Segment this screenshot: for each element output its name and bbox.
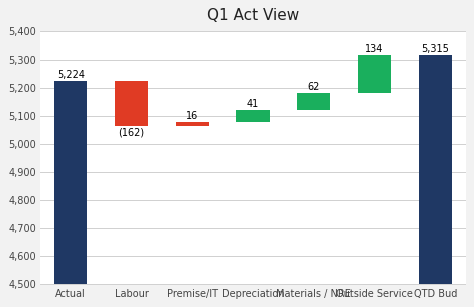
Text: 16: 16 (186, 111, 199, 121)
Text: 41: 41 (247, 99, 259, 109)
Text: (162): (162) (118, 128, 145, 138)
Bar (115, 81, 148, 126)
Bar (175, 122, 209, 126)
Bar (358, 55, 391, 93)
Text: 62: 62 (308, 82, 320, 92)
Bar (237, 111, 270, 122)
Bar (419, 55, 452, 285)
Text: 5,315: 5,315 (421, 44, 449, 54)
Title: Q1 Act View: Q1 Act View (207, 8, 299, 23)
Bar (54, 81, 88, 285)
Text: 134: 134 (365, 44, 384, 54)
Text: 5,224: 5,224 (57, 70, 85, 80)
Bar (297, 93, 330, 111)
